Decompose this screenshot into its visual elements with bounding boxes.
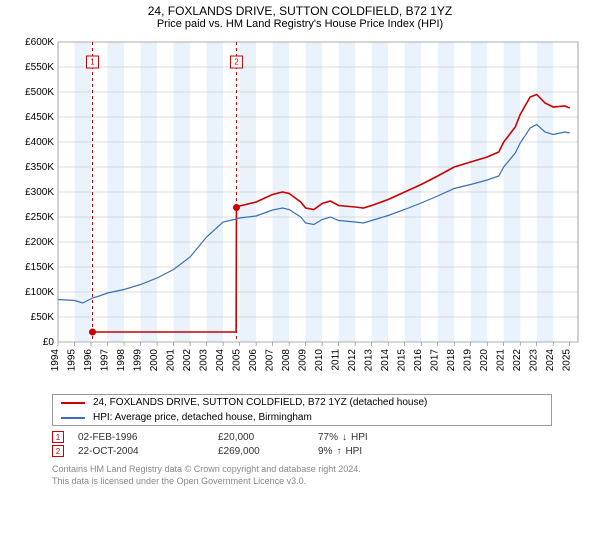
svg-text:2024: 2024 (545, 349, 556, 372)
svg-text:2005: 2005 (232, 349, 243, 372)
legend-label: 24, FOXLANDS DRIVE, SUTTON COLDFIELD, B7… (93, 397, 427, 408)
arrow-up-icon: ↑ (336, 446, 341, 457)
svg-text:1997: 1997 (100, 349, 111, 372)
legend-row: 24, FOXLANDS DRIVE, SUTTON COLDFIELD, B7… (53, 395, 551, 410)
svg-text:2003: 2003 (199, 349, 210, 372)
svg-text:1998: 1998 (116, 349, 127, 372)
sale-price: £269,000 (218, 446, 318, 457)
svg-text:£0: £0 (43, 337, 55, 348)
svg-text:1995: 1995 (67, 349, 78, 372)
sale-marker: 2 (52, 445, 64, 457)
svg-text:1999: 1999 (133, 349, 144, 372)
svg-text:2: 2 (234, 58, 239, 67)
svg-text:2009: 2009 (298, 349, 309, 372)
chart-header: 24, FOXLANDS DRIVE, SUTTON COLDFIELD, B7… (0, 0, 600, 32)
svg-text:£150K: £150K (25, 262, 54, 273)
svg-text:2008: 2008 (281, 349, 292, 372)
svg-text:2017: 2017 (430, 349, 441, 372)
svg-text:1: 1 (90, 58, 95, 67)
svg-text:£600K: £600K (25, 37, 54, 48)
svg-text:2020: 2020 (479, 349, 490, 372)
svg-text:1994: 1994 (50, 349, 61, 372)
sale-delta-pct: 9% (318, 446, 332, 457)
svg-text:2006: 2006 (248, 349, 259, 372)
sales-block: 1 02-FEB-1996£20,00077% ↓ HPI 2 22-OCT-2004£2… (0, 430, 600, 458)
svg-text:2022: 2022 (512, 349, 523, 372)
footer-attribution: Contains HM Land Registry data © Crown c… (52, 464, 588, 487)
sale-price: £20,000 (218, 432, 318, 443)
svg-text:£200K: £200K (25, 237, 54, 248)
svg-text:2013: 2013 (364, 349, 375, 372)
sale-date: 22-OCT-2004 (78, 446, 218, 457)
svg-text:2004: 2004 (215, 349, 226, 372)
sale-row: 2 22-OCT-2004£269,0009% ↑ HPI (52, 444, 600, 458)
svg-text:£550K: £550K (25, 62, 54, 73)
svg-text:2023: 2023 (529, 349, 540, 372)
svg-text:2011: 2011 (331, 349, 342, 371)
sale-delta: 77% ↓ HPI (318, 432, 368, 443)
svg-text:2002: 2002 (182, 349, 193, 372)
svg-text:2021: 2021 (496, 349, 507, 372)
svg-text:2000: 2000 (149, 349, 160, 372)
svg-text:2015: 2015 (397, 349, 408, 372)
svg-text:2016: 2016 (413, 349, 424, 372)
svg-text:2001: 2001 (166, 349, 177, 372)
svg-text:2018: 2018 (446, 349, 457, 372)
legend-swatch (61, 417, 85, 419)
svg-text:2014: 2014 (380, 349, 391, 372)
svg-text:£250K: £250K (25, 212, 54, 223)
svg-text:£450K: £450K (25, 112, 54, 123)
svg-text:2007: 2007 (265, 349, 276, 372)
legend-label: HPI: Average price, detached house, Birm… (93, 412, 312, 423)
legend-row: HPI: Average price, detached house, Birm… (53, 410, 551, 425)
footer-line2: This data is licensed under the Open Gov… (52, 476, 588, 488)
sale-date: 02-FEB-1996 (78, 432, 218, 443)
svg-text:£350K: £350K (25, 162, 54, 173)
legend-box: 24, FOXLANDS DRIVE, SUTTON COLDFIELD, B7… (52, 394, 552, 426)
sale-delta-ref: HPI (345, 446, 362, 457)
svg-text:£400K: £400K (25, 137, 54, 148)
arrow-down-icon: ↓ (342, 432, 347, 443)
svg-text:£50K: £50K (31, 312, 55, 323)
sale-delta-pct: 77% (318, 432, 338, 443)
chart-svg: £0 £50K £100K £150K £200K £250K £300K £350K £400… (10, 36, 590, 386)
legend-swatch (61, 402, 85, 404)
chart-subtitle: Price paid vs. HM Land Registry's House … (0, 18, 600, 30)
svg-text:2012: 2012 (347, 349, 358, 372)
footer-line1: Contains HM Land Registry data © Crown c… (52, 464, 588, 476)
sale-delta: 9% ↑ HPI (318, 446, 362, 457)
sale-marker: 1 (52, 431, 64, 443)
svg-text:2019: 2019 (463, 349, 474, 372)
svg-text:1996: 1996 (83, 349, 94, 372)
svg-text:2025: 2025 (562, 349, 573, 372)
svg-text:£500K: £500K (25, 87, 54, 98)
chart-title: 24, FOXLANDS DRIVE, SUTTON COLDFIELD, B7… (0, 4, 600, 18)
sale-delta-ref: HPI (351, 432, 368, 443)
sale-row: 1 02-FEB-1996£20,00077% ↓ HPI (52, 430, 600, 444)
svg-text:2010: 2010 (314, 349, 325, 372)
svg-text:£100K: £100K (25, 287, 54, 298)
svg-text:£300K: £300K (25, 187, 54, 198)
price-chart: £0 £50K £100K £150K £200K £250K £300K £350K £400… (10, 36, 590, 386)
